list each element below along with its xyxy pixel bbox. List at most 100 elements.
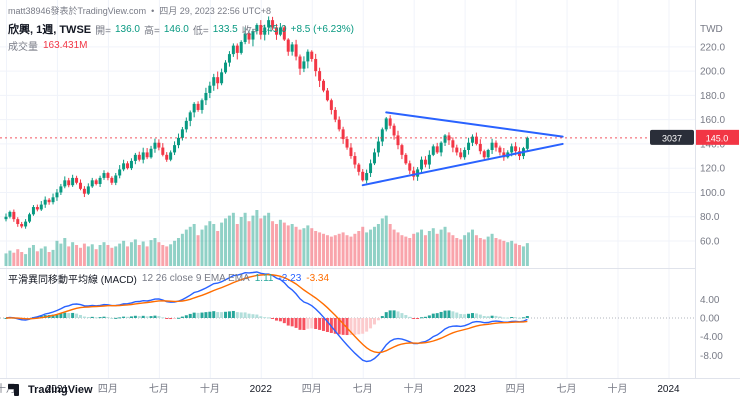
macd-histogram-bar [274, 318, 278, 321]
candle-body [365, 173, 369, 181]
price-tick-label: 220.0 [700, 42, 725, 53]
macd-histogram-bar [431, 313, 435, 318]
tradingview-brand[interactable]: TradingView [8, 383, 93, 397]
volume-bar [396, 232, 400, 266]
macd-histogram-bar [145, 316, 149, 318]
volume-bar [216, 231, 220, 266]
time-axis-label[interactable]: 四月 [506, 383, 526, 395]
volume-bar [122, 240, 126, 266]
macd-histogram-bar [106, 317, 110, 319]
macd-histogram-bar [302, 318, 306, 330]
macd-histogram-bar [110, 317, 114, 319]
candle-body [16, 219, 20, 225]
volume-bar [110, 247, 114, 266]
candle-body [126, 163, 130, 169]
macd-histogram-bar [192, 312, 196, 318]
macd-title[interactable]: 平滑異同移動平均線 (MACD) [8, 275, 137, 286]
volume-bar [302, 228, 306, 266]
candle-body [333, 109, 337, 120]
candle-body [357, 164, 361, 172]
volume-bar [75, 245, 79, 266]
time-axis-label[interactable]: 十月 [404, 382, 424, 395]
time-axis-label[interactable]: 十月 [608, 382, 628, 395]
macd-histogram-bar [133, 315, 137, 318]
time-axis-label[interactable]: 四月 [98, 383, 118, 395]
macd-histogram-bar [180, 316, 184, 318]
time-axis-label[interactable]: 十月 [200, 382, 220, 395]
candle-body [274, 27, 278, 35]
time-axis-label[interactable]: 七月 [557, 383, 577, 395]
candle-body [427, 154, 431, 165]
volume-bar [404, 236, 408, 266]
volume-bar [494, 238, 498, 266]
macd-histogram-bar [486, 316, 490, 318]
candle-body [302, 61, 306, 69]
volume-bar [39, 248, 43, 266]
volume-bar [372, 226, 376, 266]
candle-body [263, 27, 267, 35]
volume-bar [474, 235, 478, 266]
time-axis-label[interactable]: 七月 [353, 383, 373, 395]
volume-bar [388, 224, 392, 266]
macd-histogram-bar [39, 315, 43, 318]
time-axis-label[interactable]: 2021 [46, 384, 69, 395]
author-text[interactable]: matt38946發表於TradingView.com [8, 6, 147, 16]
time-axis-label[interactable]: 2024 [657, 384, 680, 395]
volume-bar [227, 215, 231, 266]
macd-histogram-bar [314, 318, 318, 329]
candle-body [423, 159, 427, 165]
volume-bar [467, 232, 471, 266]
volume-bar [349, 236, 353, 266]
macd-histogram-bar [357, 318, 361, 335]
macd-histogram-bar [322, 318, 326, 331]
series-title[interactable]: 欣興, 1週, TWSE [8, 24, 92, 36]
candle-body [314, 58, 318, 72]
time-axis-label[interactable]: 2022 [250, 384, 273, 395]
candle-body [239, 41, 243, 53]
trendline[interactable] [385, 111, 564, 138]
candle-body [235, 45, 239, 53]
candle-body [20, 224, 24, 227]
volume-bar [463, 235, 467, 266]
macd-histogram-bar [67, 313, 71, 318]
macd-histogram-bar [267, 317, 271, 319]
volume-bar [510, 240, 514, 266]
time-axis-label[interactable]: 七月 [149, 383, 169, 395]
candle-body [231, 45, 235, 55]
candle-body [90, 180, 94, 187]
symbol-legend[interactable]: 欣興, 1週, TWSE 開= 136.0 高= 146.0 低= 133.5 收= 1… [8, 21, 354, 37]
volume-bar [416, 232, 420, 266]
candle-body [43, 199, 47, 205]
macd-histogram-bar [337, 318, 341, 335]
volume-bar [502, 240, 506, 266]
macd-histogram-bar [94, 317, 98, 319]
volume-bar [314, 231, 318, 266]
volume-bar [98, 245, 102, 266]
time-axis-label[interactable]: 四月 [302, 383, 322, 395]
volume-bar [24, 254, 28, 266]
volume-bar [420, 229, 424, 266]
volume-bar [153, 238, 157, 266]
macd-line-value: -2.23 [278, 273, 302, 284]
time-axis-label[interactable]: 2023 [454, 384, 477, 395]
candle-body [145, 152, 149, 158]
macd-histogram-bar [224, 311, 228, 318]
macd-histogram-bar [384, 312, 388, 318]
macd-histogram-bar [129, 316, 133, 318]
candle-body [345, 139, 349, 148]
candle-body [459, 152, 463, 158]
volume-bar [43, 246, 47, 266]
volume-bar [282, 222, 286, 266]
price-tick-label: 180.0 [700, 91, 725, 102]
macd-legend[interactable]: 平滑異同移動平均線 (MACD) 12 26 close 9 EMA EMA 1… [8, 271, 329, 286]
candle-body [114, 175, 118, 183]
candle-body [384, 118, 388, 130]
tradingview-logo-icon [8, 383, 22, 397]
volume-bar [231, 212, 235, 266]
trendline[interactable] [361, 142, 564, 187]
volume-bar [208, 221, 212, 266]
volume-legend[interactable]: 成交量 163.431M [8, 38, 87, 53]
macd-histogram-bar [208, 311, 212, 318]
candle-body [376, 141, 380, 153]
